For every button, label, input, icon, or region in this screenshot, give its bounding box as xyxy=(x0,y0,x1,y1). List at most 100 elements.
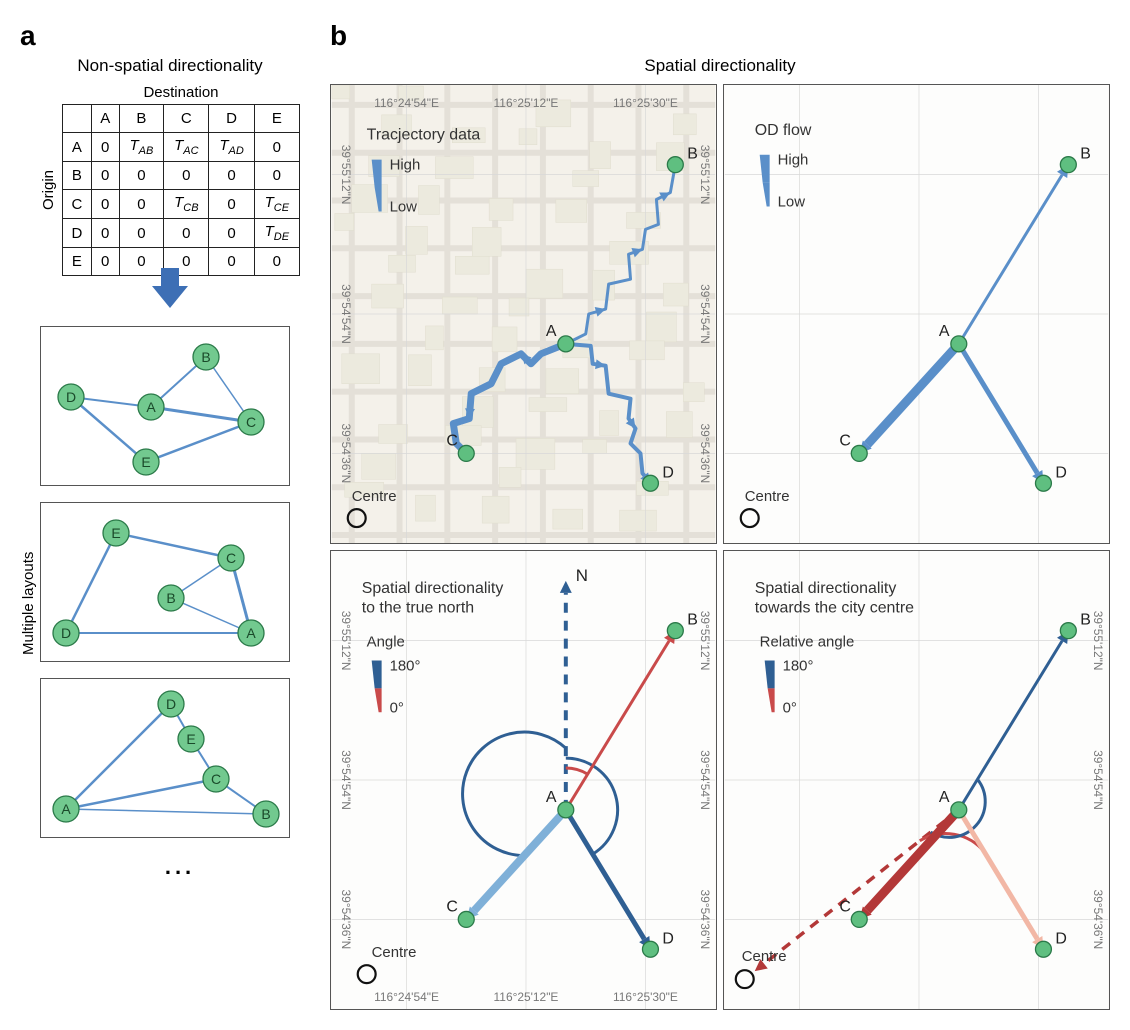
panel-title: OD flow xyxy=(755,122,812,139)
node-label: E xyxy=(186,731,195,747)
legend-high: High xyxy=(390,157,421,174)
matrix-cell: 0 xyxy=(209,219,254,248)
graph-node xyxy=(951,802,967,818)
y-tick: 39°55'12"N xyxy=(339,145,353,205)
legend-label: Relative angle xyxy=(760,634,855,651)
y-tick: 39°54'54"N xyxy=(698,750,712,810)
node-label: D xyxy=(166,696,176,712)
graph-node xyxy=(1060,623,1076,639)
panel-title-line2: towards the city centre xyxy=(755,600,914,617)
map-panel-trajectory: 116°24'54"E 116°25'12"E 116°25'30"E 39°55'1… xyxy=(330,84,717,544)
graph-node xyxy=(458,445,474,461)
matrix-col-header: E xyxy=(254,105,299,133)
node-label: D xyxy=(1055,930,1067,947)
legend-low: Low xyxy=(778,193,806,210)
panel-title-line2: to the true north xyxy=(362,600,474,617)
matrix-cell: 0 xyxy=(209,162,254,190)
node-label: C xyxy=(446,432,458,449)
panel-title: Tracjectory data xyxy=(367,127,481,144)
x-tick: 116°25'12"E xyxy=(494,990,559,1004)
y-tick: 39°54'54"N xyxy=(339,750,353,810)
matrix-cell: 0 xyxy=(119,248,164,276)
legend-label: Angle xyxy=(367,634,405,651)
graph-node xyxy=(642,475,658,491)
matrix-cell: TAD xyxy=(209,133,254,162)
centre-label: Centre xyxy=(352,488,397,505)
layouts-caption: Multiple layouts xyxy=(20,326,37,880)
node-label: A xyxy=(61,801,71,817)
graph-node xyxy=(667,157,683,173)
matrix-row-header: C xyxy=(63,190,92,219)
matrix-cell: TCE xyxy=(254,190,299,219)
layouts-group: Multiple layouts ABCDE ABCDE xyxy=(20,326,320,880)
x-tick: 116°25'30"E xyxy=(613,96,678,110)
node-label: B xyxy=(687,146,698,163)
matrix-top-caption: Destination xyxy=(62,84,300,101)
legend-high: 180° xyxy=(783,657,814,674)
node-label: C xyxy=(211,771,221,787)
matrix-col-header: A xyxy=(91,105,119,133)
node-label: D xyxy=(662,930,674,947)
node-label: B xyxy=(201,349,210,365)
matrix-cell: 0 xyxy=(119,162,164,190)
y-tick: 39°54'36"N xyxy=(698,890,712,950)
matrix-row-header: D xyxy=(63,219,92,248)
graph-node xyxy=(642,941,658,957)
matrix-cell: 0 xyxy=(164,162,209,190)
y-tick: 39°54'36"N xyxy=(339,424,353,484)
y-tick: 39°55'12"N xyxy=(698,145,712,205)
matrix-cell: 0 xyxy=(254,162,299,190)
matrix-cell: 0 xyxy=(209,248,254,276)
node-label: A xyxy=(546,323,557,340)
centre-label: Centre xyxy=(372,944,417,961)
matrix-col-header: D xyxy=(209,105,254,133)
matrix-cell: TAB xyxy=(119,133,164,162)
matrix-cell: TAC xyxy=(164,133,209,162)
matrix-cell: 0 xyxy=(254,133,299,162)
node-label: B xyxy=(687,612,698,629)
graph-node xyxy=(1035,941,1051,957)
y-tick: 39°54'54"N xyxy=(1091,750,1105,810)
node-label: C xyxy=(839,898,850,915)
node-label: C xyxy=(839,432,850,449)
y-tick: 39°55'12"N xyxy=(698,611,712,671)
node-label: E xyxy=(141,454,150,470)
matrix-cell: 0 xyxy=(254,248,299,276)
node-label: B xyxy=(1080,146,1091,163)
figure-root: a Non-spatial directionality Destination… xyxy=(20,20,1110,1010)
x-tick: 116°25'12"E xyxy=(494,96,559,110)
matrix-col-header: C xyxy=(164,105,209,133)
layout-box: ABCDE xyxy=(40,502,290,662)
matrix-cell: 0 xyxy=(91,248,119,276)
node-label: A xyxy=(939,789,950,806)
node-label: B xyxy=(166,590,175,606)
graph-node xyxy=(1060,157,1076,173)
od-matrix: Destination Origin ABCDEA0TABTACTAD0B000… xyxy=(40,84,300,276)
node-label: A xyxy=(546,789,557,806)
panel-a-subtitle: Non-spatial directionality xyxy=(20,56,320,76)
legend-low: Low xyxy=(390,198,418,215)
matrix-row-header: B xyxy=(63,162,92,190)
graph-node xyxy=(951,336,967,352)
x-tick: 116°24'54"E xyxy=(374,96,439,110)
node-label: E xyxy=(111,525,120,541)
arrow-down-icon xyxy=(152,286,188,308)
panel-b-grid: 116°24'54"E 116°25'12"E 116°25'30"E 39°55'1… xyxy=(330,84,1110,1010)
graph-node xyxy=(458,911,474,927)
node-label: A xyxy=(939,323,950,340)
graph-node xyxy=(1035,475,1051,491)
matrix-cell: 0 xyxy=(119,190,164,219)
panel-b-letter: b xyxy=(330,20,347,52)
legend-low: 0° xyxy=(783,699,797,716)
node-label: C xyxy=(446,898,458,915)
node-label: D xyxy=(61,625,71,641)
map-panel-north: 116°24'54"E116°25'12"E116°25'30"E39°55'1… xyxy=(330,550,717,1010)
map-panel-city-centre: 39°55'12"N39°54'54"N39°54'36"NSpatial di… xyxy=(723,550,1110,1010)
map-panel-odflow: OD flowHighLow ABCDCentre xyxy=(723,84,1110,544)
panel-b: b Spatial directionality 116°24'54"E116°… xyxy=(330,20,1110,1010)
graph-node xyxy=(851,445,867,461)
matrix-cell: 0 xyxy=(91,133,119,162)
matrix-left-caption: Origin xyxy=(40,104,57,276)
matrix-row-header: E xyxy=(63,248,92,276)
matrix-cell: 0 xyxy=(119,219,164,248)
